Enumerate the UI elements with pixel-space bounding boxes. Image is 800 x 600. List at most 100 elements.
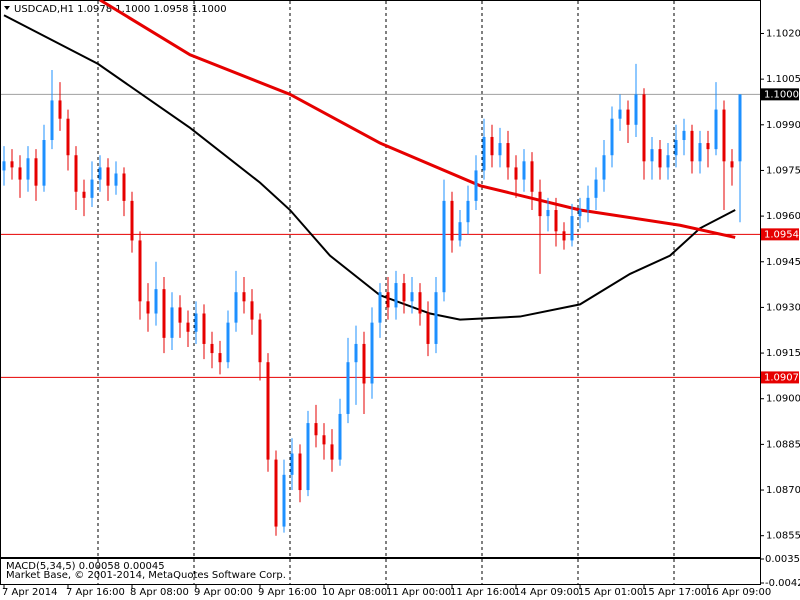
candle-body [578,210,582,217]
y-tick-label: 1.0885 [766,439,800,450]
y-tick-label: 1.0915 [766,348,800,359]
candle-body [402,283,406,302]
candle-body [586,197,590,211]
y-tick-label: 1.0930 [766,302,800,313]
candle-body [130,200,134,241]
level-label-box [761,228,799,241]
candle-body [138,240,142,302]
candle-body [674,140,678,156]
candle-body [346,362,350,414]
candle-body [538,191,542,217]
candle-body [234,292,238,323]
candle-body [50,100,54,141]
candle-body [610,118,614,156]
candle-body [418,292,422,314]
candle-body [594,179,598,198]
macd-label: MACD(5,34,5) 0.00058 0.00045 [6,561,165,572]
x-tick-label: 15 Apr 17:00 [642,587,707,598]
x-tick-label: 9 Apr 16:00 [258,587,317,598]
chart-title: USDCAD,H1 1.0978 1.1000 1.0958 1.1000 [14,4,227,15]
candle-body [738,94,742,162]
x-tick-label: 16 Apr 09:00 [706,587,771,598]
macd-tick-label: -0.00424 [765,578,800,589]
x-tick-label: 10 Apr 08:00 [322,587,387,598]
candle-body [546,210,550,217]
candle-body [410,292,414,302]
candle-body [274,459,278,527]
candle-body [514,167,518,180]
y-tick-label: 1.1020 [766,28,800,39]
candle-body [666,155,670,168]
candle-body [162,289,166,338]
candle-body [194,313,198,332]
menu-arrow[interactable] [4,6,10,10]
candle-body [634,94,638,125]
candle-body [650,149,654,162]
x-tick-label: 7 Apr 16:00 [66,587,125,598]
candle-body [522,161,526,180]
candle-body [178,307,182,323]
candle-body [98,167,102,180]
candle-body [466,200,470,223]
x-tick-label: 7 Apr 2014 [2,587,57,598]
candle-body [370,322,374,384]
candle-body [170,307,174,338]
candle-body [714,109,718,150]
candle-body [154,289,158,314]
candle-body [122,173,126,201]
candle-body [114,173,118,186]
y-tick-label: 1.0855 [766,531,800,542]
candle-body [562,231,566,241]
candle-body [42,140,46,186]
x-tick-label: 14 Apr 09:00 [514,587,579,598]
candle-body [146,301,150,314]
candle-body [618,109,622,119]
candle-body [554,210,558,232]
candle-body [18,167,22,180]
candle-body [682,130,686,141]
candle-body [106,167,110,186]
candle-body [658,149,662,168]
candle-body [10,161,14,168]
candle-body [242,292,246,302]
candle-body [226,322,230,363]
candle-body [730,161,734,168]
current-price-label: 1.1000 [764,89,799,100]
candle-body [186,322,190,332]
candle-body [482,136,486,171]
candle-body [706,143,710,150]
candle-body [450,200,454,241]
moving-average [3,14,736,321]
candle-body [530,161,534,192]
macd-frame [0,558,761,585]
x-tick-label: 8 Apr 08:00 [130,587,189,598]
candle-body [490,136,494,156]
candle-body [282,474,286,527]
candle-body [362,343,366,384]
candle-body [722,109,726,162]
candle-body [202,313,206,344]
candle-body [378,292,382,323]
candle-body [338,413,342,460]
level-label-box [761,371,799,384]
candle-body [626,109,630,125]
candle-body [322,435,326,445]
candle-body [698,143,702,162]
candle-body [394,283,398,308]
x-tick-label: 15 Apr 01:00 [578,587,643,598]
candle-body [82,191,86,198]
y-tick-label: 1.0870 [766,485,800,496]
level-label: 1.0907 [764,372,799,383]
candle-body [434,292,438,344]
candle-body [210,343,214,354]
candle-body [690,130,694,162]
candle-body [354,343,358,363]
candle-body [74,155,78,192]
y-tick-label: 1.0900 [766,394,800,405]
candle-body [90,179,94,198]
moving-average [99,0,736,239]
candle-body [34,158,38,186]
candle-body [330,444,334,460]
y-tick-label: 1.0960 [766,211,800,222]
candle-body [290,453,294,475]
